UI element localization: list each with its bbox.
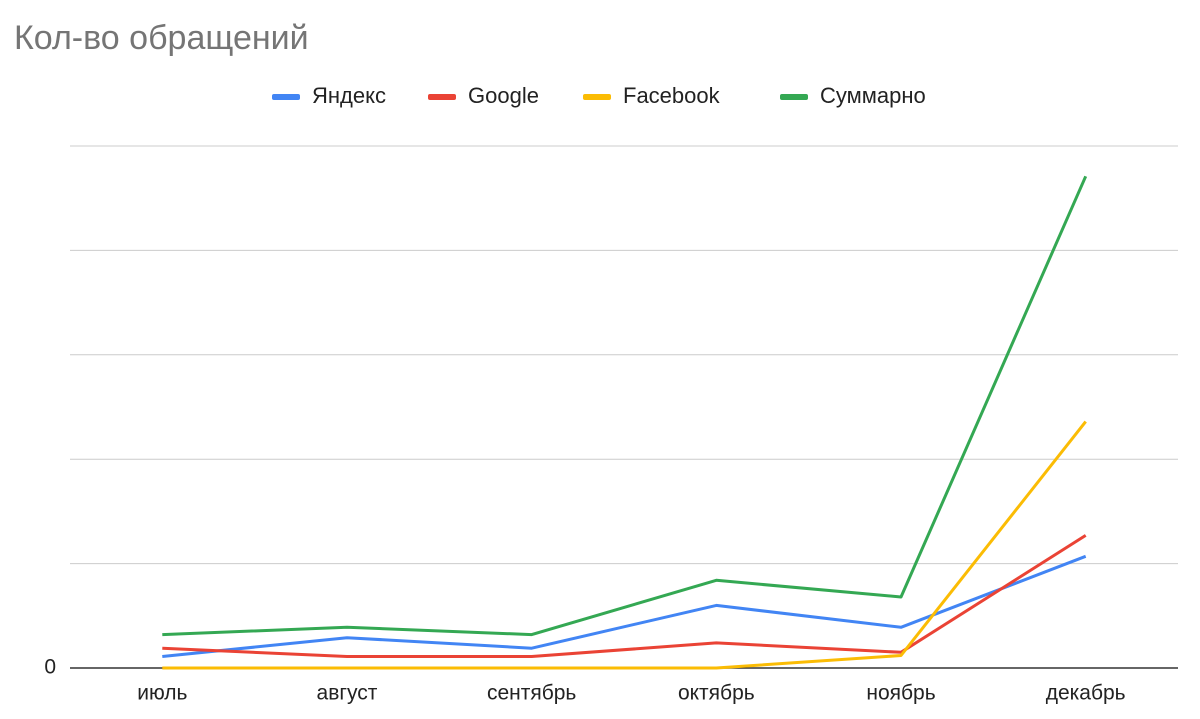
legend-swatch — [583, 94, 611, 100]
series-line — [162, 175, 1088, 637]
legend-swatch — [272, 94, 300, 100]
x-tick-label: декабрь — [1046, 682, 1126, 705]
legend-label: Google — [468, 83, 539, 108]
chart-title: Кол-во обращений — [14, 19, 309, 57]
series-line — [162, 420, 1087, 670]
legend-swatch — [428, 94, 456, 100]
y-tick-label: 0 — [44, 656, 56, 679]
legend-label: Суммарно — [820, 83, 926, 108]
series-line — [162, 534, 1087, 658]
x-tick-label: сентябрь — [487, 682, 576, 705]
x-tick-label: июль — [137, 682, 187, 705]
legend-swatch — [780, 94, 808, 100]
legend-label: Яндекс — [312, 83, 386, 108]
x-tick-label: ноябрь — [866, 682, 935, 705]
x-tick-label: октябрь — [678, 682, 755, 705]
legend-label: Facebook — [623, 83, 721, 108]
x-tick-label: август — [317, 682, 378, 705]
